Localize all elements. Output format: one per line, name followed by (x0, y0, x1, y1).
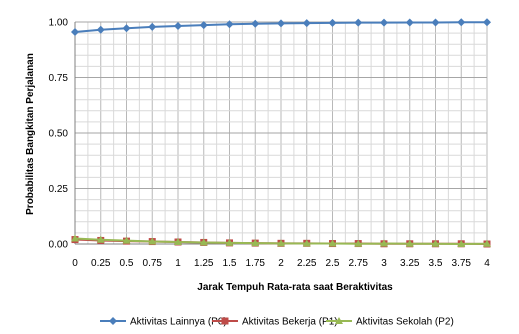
data-point (380, 239, 388, 247)
legend-label: Aktivitas Sekolah (P2) (356, 317, 454, 328)
data-point (328, 18, 337, 27)
data-point (71, 234, 79, 242)
y-tick-label: 0.75 (49, 73, 69, 84)
x-tick-label: 1 (175, 258, 181, 269)
x-tick-label: 1.5 (223, 258, 237, 269)
x-tick-label: 1.75 (246, 258, 266, 269)
x-tick-label: 2.25 (297, 258, 317, 269)
y-tick-label: 0.00 (49, 240, 69, 251)
y-tick-label: 1.00 (49, 18, 69, 29)
tick-labels: 0.00 0.25 0.50 0.75 1.00 0 0.25 0.5 0.75 1 1.25 1.5… (49, 18, 491, 270)
data-point (122, 236, 131, 244)
legend-item: Aktivitas Sekolah (P2) (326, 317, 454, 328)
data-point (302, 19, 311, 28)
x-tick-label: 4 (484, 258, 490, 269)
series-0 (71, 18, 491, 36)
data-point (96, 235, 105, 243)
x-tick-label: 2.5 (326, 258, 340, 269)
data-point (431, 18, 440, 27)
data-point (277, 239, 285, 247)
data-point (354, 18, 363, 27)
data-point (174, 238, 182, 246)
data-point (148, 22, 157, 31)
legend-label: Aktivitas Lainnya (P0) (130, 317, 227, 328)
data-point (380, 18, 388, 27)
data-point (225, 238, 234, 246)
legend-marker (109, 317, 117, 325)
x-tick-label: 3 (381, 258, 387, 269)
data-point (457, 240, 466, 247)
data-point (405, 239, 414, 247)
x-tick-label: 0.5 (120, 258, 134, 269)
legend-item: Aktivitas Bekerja (P1) (212, 317, 338, 328)
data-point (148, 237, 157, 245)
x-axis-title: Jarak Tempuh Rata-rata saat Beraktivitas (197, 282, 393, 293)
x-tick-label: 2 (278, 258, 284, 269)
data-point (431, 239, 440, 247)
data-point (174, 21, 182, 30)
data-point (302, 239, 311, 247)
x-tick-label: 3.25 (400, 258, 420, 269)
legend-item: Aktivitas Lainnya (P0) (100, 317, 227, 328)
x-tick-label: 1.25 (194, 258, 214, 269)
legend-marker (221, 317, 229, 325)
x-tick-label: 3.75 (452, 258, 472, 269)
data-point (354, 239, 363, 247)
data-point (225, 20, 234, 29)
data-point (96, 25, 105, 34)
data-point (199, 21, 208, 30)
data-point (71, 27, 79, 36)
series-2 (71, 234, 491, 247)
x-tick-label: 3.5 (429, 258, 443, 269)
x-tick-label: 0.75 (143, 258, 163, 269)
x-tick-label: 0.25 (91, 258, 111, 269)
data-point (199, 238, 208, 246)
y-axis-title: Probabilitas Bangkitan Perjalanan (25, 53, 36, 215)
series-lines (71, 18, 491, 248)
data-point (277, 19, 285, 28)
legend-label: Aktivitas Bekerja (P1) (242, 317, 338, 328)
data-point (251, 19, 260, 28)
data-point (457, 18, 466, 27)
x-tick-label: 2.75 (349, 258, 369, 269)
data-point (251, 239, 260, 247)
grid (74, 21, 488, 245)
legend: Aktivitas Lainnya (P0) Aktivitas Bekerja … (100, 317, 454, 328)
data-point (483, 18, 491, 27)
legend-marker (335, 317, 343, 324)
data-point (483, 239, 491, 247)
x-tick-label: 0 (72, 258, 78, 269)
data-point (328, 239, 337, 247)
data-point (122, 24, 131, 33)
y-tick-label: 0.50 (49, 129, 69, 140)
data-point (405, 18, 414, 27)
y-tick-label: 0.25 (49, 184, 69, 195)
